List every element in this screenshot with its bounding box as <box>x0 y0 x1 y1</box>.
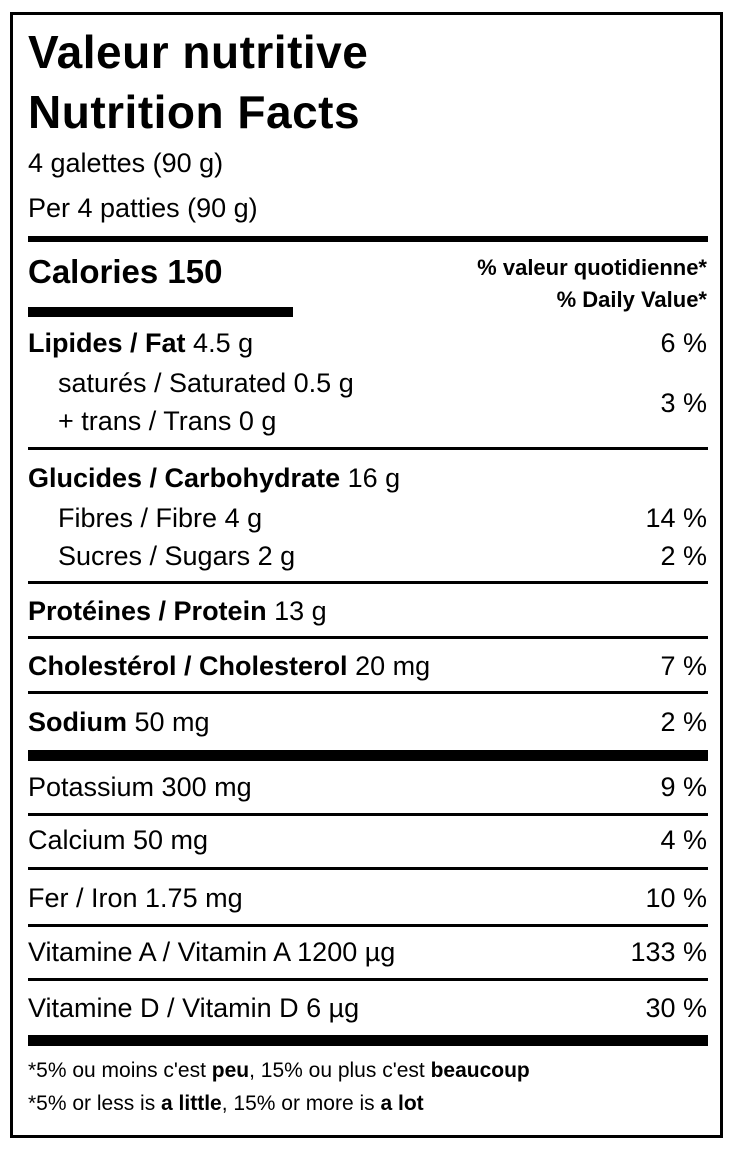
footnote-en: *5% or less is a little, 15% or more is … <box>28 1089 424 1119</box>
trans-row: + trans / Trans 0 g <box>58 403 276 439</box>
divider <box>28 581 708 584</box>
protein-label: Protéines / Protein <box>28 596 267 626</box>
footnote-text: , 15% ou plus c'est <box>249 1059 431 1082</box>
divider-thick <box>28 1035 708 1046</box>
serving-size-en: Per 4 patties (90 g) <box>28 193 258 223</box>
trans-amount: 0 g <box>238 406 277 436</box>
divider <box>28 691 708 694</box>
sugars-dv: 2 % <box>660 541 707 571</box>
potassium-row: Potassium 300 mg <box>28 772 252 802</box>
sodium-dv: 2 % <box>660 707 707 737</box>
footnote-emphasis: beaucoup <box>430 1059 530 1082</box>
cholesterol-row: Cholestérol / Cholesterol 20 mg <box>28 648 430 684</box>
saturated-amount: 0.5 g <box>293 368 354 398</box>
vitamin-d-dv: 30 % <box>645 993 707 1023</box>
footnote-text: *5% ou moins c'est <box>28 1059 212 1082</box>
calories-row: Calories 150 <box>28 252 222 292</box>
carbohydrate-amount: 16 g <box>347 463 401 493</box>
saturated-row: saturés / Saturated 0.5 g <box>58 365 354 401</box>
fibre-row: Fibres / Fibre 4 g <box>58 500 262 536</box>
footnote-emphasis: peu <box>211 1059 250 1082</box>
fibre-label: Fibres / Fibre <box>58 503 218 533</box>
dv-header-en: % Daily Value* <box>556 287 707 312</box>
carbohydrate-label: Glucides / Carbohydrate <box>28 463 341 493</box>
vitamin-a-dv: 133 % <box>630 937 707 967</box>
calories-underline <box>28 307 293 317</box>
potassium-dv: 9 % <box>660 772 707 802</box>
divider <box>28 867 708 870</box>
footnote-emphasis: a little <box>161 1092 222 1115</box>
iron-dv: 10 % <box>645 883 707 913</box>
divider-thick <box>28 236 708 242</box>
fat-row: Lipides / Fat 4.5 g <box>28 325 253 361</box>
divider <box>28 924 708 927</box>
divider <box>28 813 708 816</box>
calories-value: 150 <box>167 253 223 290</box>
sodium-amount: 50 mg <box>134 707 210 737</box>
sat-trans-dv: 3 % <box>660 388 707 418</box>
fibre-dv: 14 % <box>645 503 707 533</box>
fibre-amount: 4 g <box>224 503 263 533</box>
divider <box>28 636 708 639</box>
footnote-fr: *5% ou moins c'est peu, 15% ou plus c'es… <box>28 1056 530 1086</box>
sodium-label: Sodium <box>28 707 127 737</box>
sodium-row: Sodium 50 mg <box>28 704 210 740</box>
calories-label: Calories <box>28 253 159 290</box>
trans-label: + trans / Trans <box>58 406 232 436</box>
fat-amount: 4.5 g <box>193 328 254 358</box>
footnote-emphasis: a lot <box>380 1092 424 1115</box>
divider <box>28 447 708 450</box>
protein-row: Protéines / Protein 13 g <box>28 593 327 629</box>
sugars-amount: 2 g <box>257 541 296 571</box>
vitamin-d-row: Vitamine D / Vitamin D 6 µg <box>28 993 360 1023</box>
cholesterol-dv: 7 % <box>660 651 707 681</box>
sugars-label: Sucres / Sugars <box>58 541 251 571</box>
serving-size-fr: 4 galettes (90 g) <box>28 148 224 178</box>
sugars-row: Sucres / Sugars 2 g <box>58 538 295 574</box>
footnote-text: , 15% or more is <box>221 1092 381 1115</box>
dv-header-fr: % valeur quotidienne* <box>477 255 707 280</box>
vitamin-a-row: Vitamine A / Vitamin A 1200 µg <box>28 937 396 967</box>
cholesterol-amount: 20 mg <box>355 651 431 681</box>
fat-dv: 6 % <box>660 328 707 358</box>
fat-label: Lipides / Fat <box>28 328 186 358</box>
carbohydrate-row: Glucides / Carbohydrate 16 g <box>28 460 400 496</box>
nutrition-label-frame <box>10 12 723 1138</box>
cholesterol-label: Cholestérol / Cholesterol <box>28 651 348 681</box>
footnote-text: *5% or less is <box>28 1092 162 1115</box>
calcium-dv: 4 % <box>660 825 707 855</box>
title-fr: Valeur nutritive <box>28 26 369 78</box>
title-en: Nutrition Facts <box>28 86 361 138</box>
divider <box>28 978 708 981</box>
calcium-row: Calcium 50 mg <box>28 825 209 855</box>
iron-row: Fer / Iron 1.75 mg <box>28 883 243 913</box>
protein-amount: 13 g <box>274 596 327 626</box>
saturated-label: saturés / Saturated <box>58 368 287 398</box>
divider-thick <box>28 750 708 761</box>
